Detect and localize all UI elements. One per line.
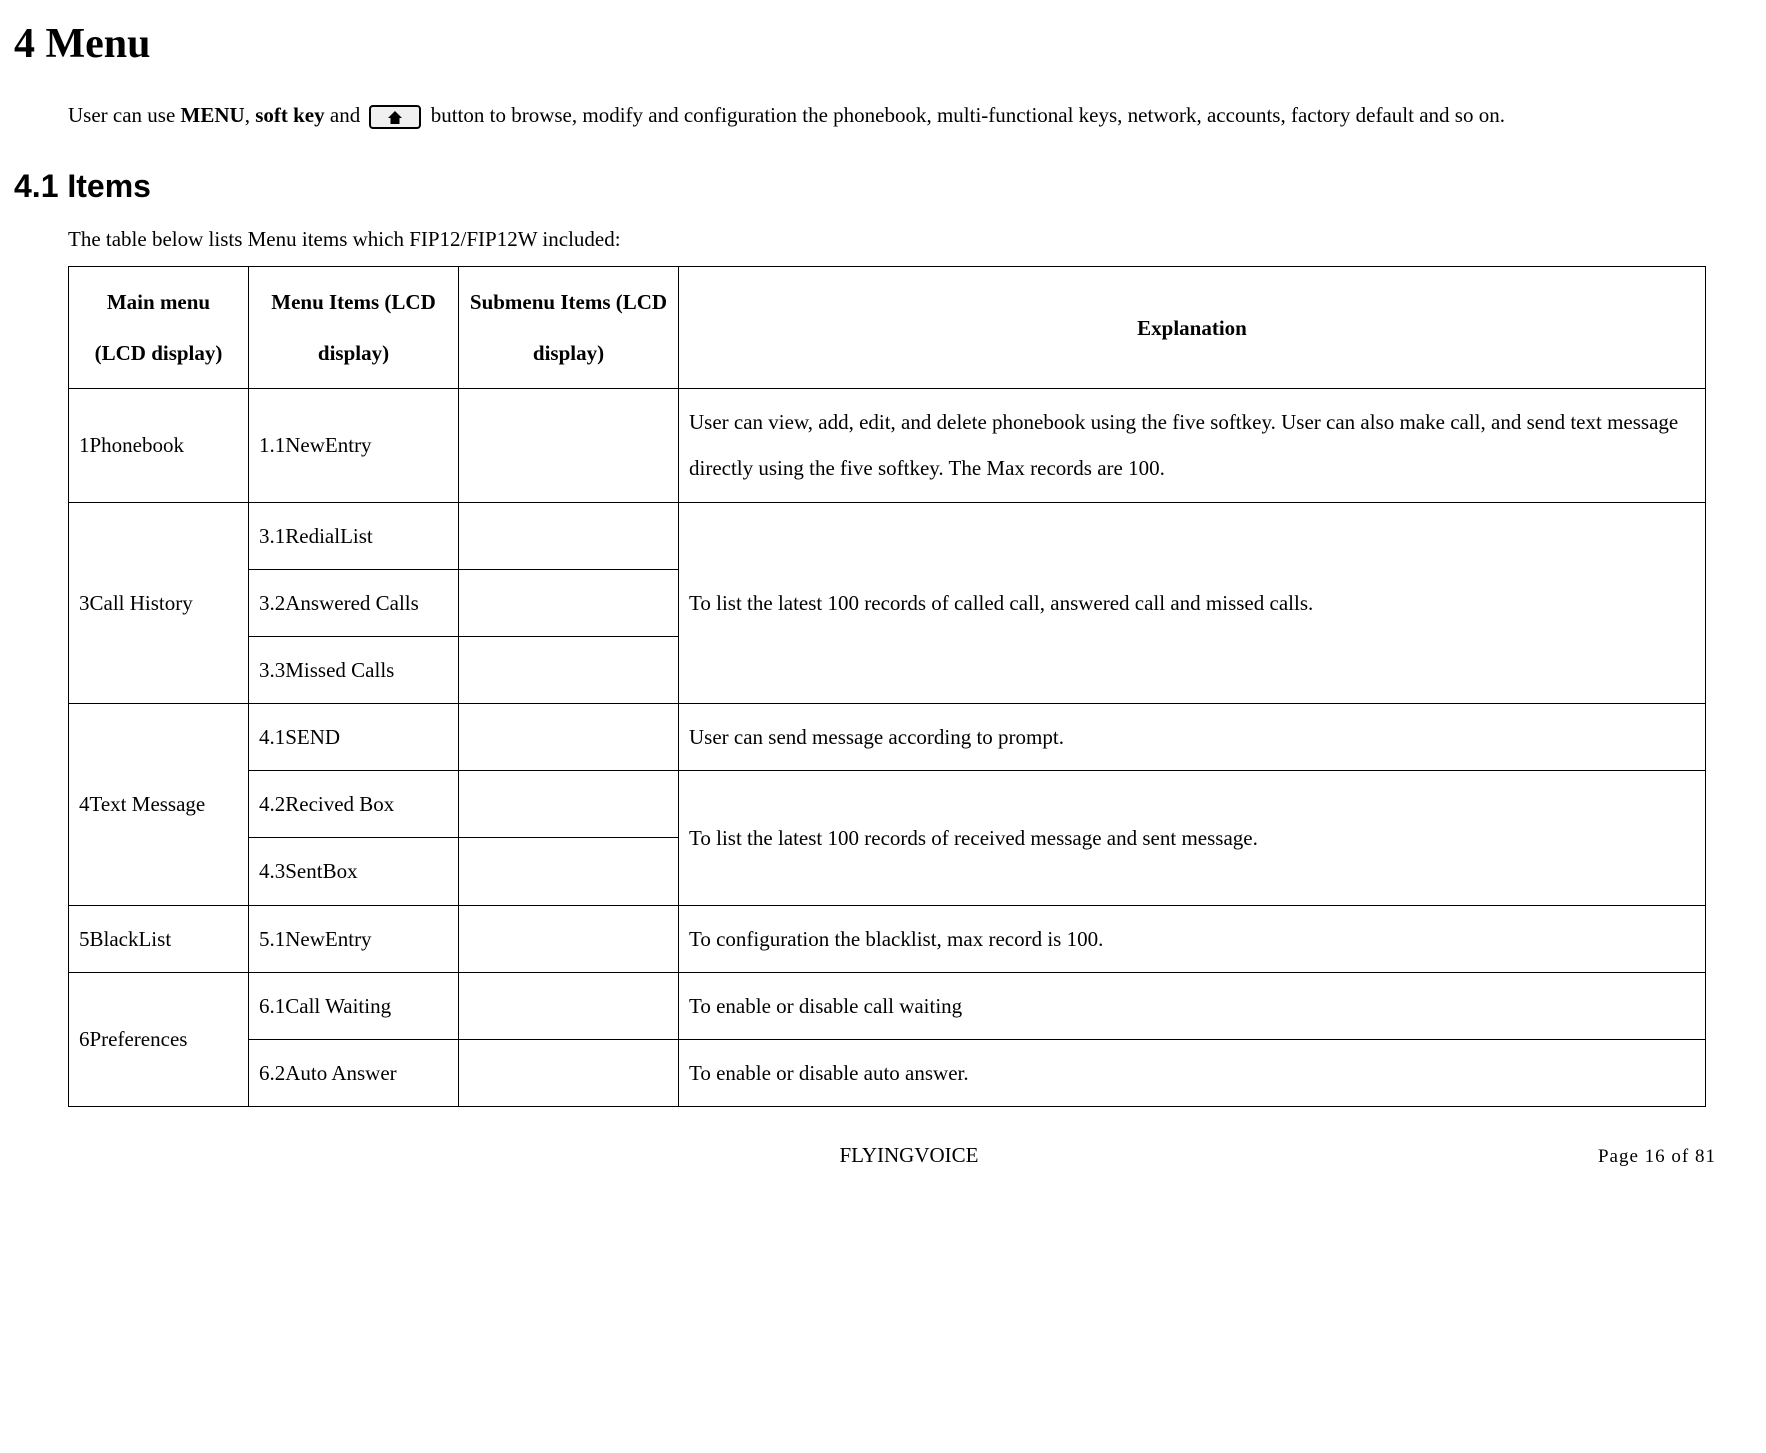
cell-menu-item: 1.1NewEntry	[249, 389, 459, 502]
subintro-paragraph: The table below lists Menu items which F…	[68, 227, 1706, 252]
table-row: 5BlackList 5.1NewEntry To configuration …	[69, 905, 1706, 972]
th-submenu-items: Submenu Items (LCD display)	[459, 267, 679, 389]
intro-seg1: User can use	[68, 103, 181, 127]
cell-menu-item: 6.2Auto Answer	[249, 1040, 459, 1107]
table-row: 3Call History 3.1RedialList To list the …	[69, 502, 1706, 569]
cell-submenu	[459, 905, 679, 972]
cell-submenu	[459, 1040, 679, 1107]
th-main-menu: Main menu (LCD display)	[69, 267, 249, 389]
intro-bold-softkey: soft key	[255, 103, 324, 127]
cell-main-menu: 3Call History	[69, 502, 249, 704]
section-heading-menu: 4 Menu	[14, 20, 1726, 68]
table-row: 4Text Message 4.1SEND User can send mess…	[69, 704, 1706, 771]
cell-main-menu: 4Text Message	[69, 704, 249, 906]
page-footer: FLYINGVOICE Page 16 of 81	[10, 1143, 1726, 1168]
cell-submenu	[459, 771, 679, 838]
footer-page-number: Page 16 of 81	[1598, 1146, 1716, 1168]
cell-explanation: User can view, add, edit, and delete pho…	[679, 389, 1706, 502]
table-row: 6.2Auto Answer To enable or disable auto…	[69, 1040, 1706, 1107]
table-row: 6Preferences 6.1Call Waiting To enable o…	[69, 972, 1706, 1039]
cell-submenu	[459, 972, 679, 1039]
table-row: 4.2Recived Box To list the latest 100 re…	[69, 771, 1706, 838]
cell-menu-item: 4.1SEND	[249, 704, 459, 771]
cell-menu-item: 3.1RedialList	[249, 502, 459, 569]
menu-items-table: Main menu (LCD display) Menu Items (LCD …	[68, 266, 1706, 1107]
cell-submenu	[459, 389, 679, 502]
intro-seg4: button to browse, modify and configurati…	[425, 103, 1505, 127]
cell-explanation: User can send message according to promp…	[679, 704, 1706, 771]
cell-main-menu: 1Phonebook	[69, 389, 249, 502]
home-button-icon	[369, 105, 421, 129]
cell-main-menu: 5BlackList	[69, 905, 249, 972]
cell-submenu	[459, 838, 679, 905]
cell-menu-item: 3.3Missed Calls	[249, 636, 459, 703]
intro-seg3: and	[325, 103, 366, 127]
cell-explanation: To list the latest 100 records of called…	[679, 502, 1706, 704]
cell-submenu	[459, 569, 679, 636]
cell-explanation: To enable or disable auto answer.	[679, 1040, 1706, 1107]
th-menu-items: Menu Items (LCD display)	[249, 267, 459, 389]
cell-explanation: To enable or disable call waiting	[679, 972, 1706, 1039]
cell-explanation: To list the latest 100 records of receiv…	[679, 771, 1706, 905]
table-header-row: Main menu (LCD display) Menu Items (LCD …	[69, 267, 1706, 389]
cell-submenu	[459, 636, 679, 703]
footer-brand: FLYINGVOICE	[220, 1143, 1598, 1168]
table-row: 1Phonebook 1.1NewEntry User can view, ad…	[69, 389, 1706, 502]
intro-bold-menu: MENU	[181, 103, 245, 127]
intro-paragraph: User can use MENU, soft key and button t…	[68, 90, 1706, 140]
subsection-heading-items: 4.1 Items	[14, 168, 1726, 205]
intro-seg2: ,	[245, 103, 256, 127]
cell-submenu	[459, 704, 679, 771]
cell-menu-item: 4.2Recived Box	[249, 771, 459, 838]
th-explanation: Explanation	[679, 267, 1706, 389]
cell-explanation: To configuration the blacklist, max reco…	[679, 905, 1706, 972]
cell-menu-item: 5.1NewEntry	[249, 905, 459, 972]
cell-menu-item: 3.2Answered Calls	[249, 569, 459, 636]
cell-menu-item: 6.1Call Waiting	[249, 972, 459, 1039]
cell-submenu	[459, 502, 679, 569]
cell-main-menu: 6Preferences	[69, 972, 249, 1106]
cell-menu-item: 4.3SentBox	[249, 838, 459, 905]
